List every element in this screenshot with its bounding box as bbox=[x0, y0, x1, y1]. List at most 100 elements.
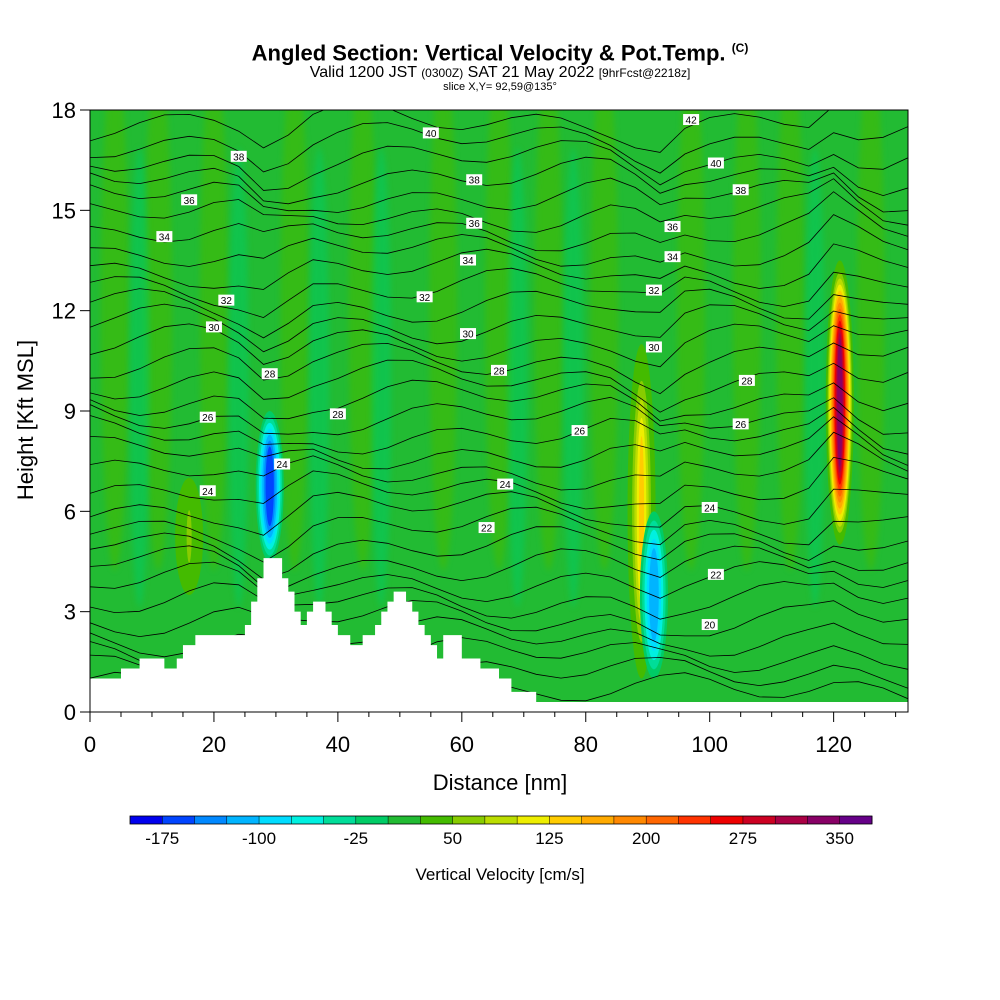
contour-label-text: 34 bbox=[667, 253, 679, 264]
contour-label-text: 32 bbox=[648, 286, 660, 297]
colorbar-swatch bbox=[646, 816, 679, 824]
colorbar-swatch bbox=[613, 816, 647, 824]
isentrope-line bbox=[90, 581, 908, 620]
chart-title-block: Angled Section: Vertical Velocity & Pot.… bbox=[0, 36, 1000, 94]
contour-label: 40 bbox=[422, 127, 439, 140]
y-tick-label: 12 bbox=[52, 299, 76, 324]
isentrope-line bbox=[90, 526, 908, 580]
contour-label-text: 24 bbox=[202, 487, 214, 498]
contour-label: 22 bbox=[707, 568, 724, 581]
contour-label-box bbox=[701, 619, 718, 631]
contour-label-box bbox=[738, 374, 755, 386]
forecast-label: [9hrFcst@2218z] bbox=[598, 66, 691, 81]
x-tick-label: 40 bbox=[326, 732, 350, 757]
isentrope-line bbox=[90, 303, 908, 353]
contour-label: 40 bbox=[707, 157, 724, 170]
contour-label-text: 30 bbox=[648, 343, 660, 354]
isentrope-line bbox=[90, 214, 908, 267]
contour-label: 36 bbox=[664, 221, 681, 234]
contour-label-box bbox=[466, 174, 483, 186]
terrain bbox=[90, 558, 908, 723]
isentrope-line bbox=[90, 288, 908, 339]
weak-updraft-streak bbox=[590, 110, 619, 571]
colorbar-tick-label: 200 bbox=[632, 829, 660, 848]
isentrope-line bbox=[90, 416, 908, 470]
contour-label: 24 bbox=[497, 478, 514, 491]
contour-label-box bbox=[181, 194, 198, 206]
weak-updraft-streak bbox=[199, 110, 228, 571]
isentrope-line bbox=[90, 506, 908, 563]
contour-label-box bbox=[645, 341, 662, 353]
contour-label-box bbox=[460, 328, 477, 340]
contour-label: 42 bbox=[683, 114, 700, 127]
weak-updraft-streak bbox=[280, 110, 309, 571]
contour-label-box bbox=[664, 221, 681, 233]
contour-label-box bbox=[645, 284, 662, 296]
colorbar-label: Vertical Velocity [cm/s] bbox=[415, 865, 584, 884]
contour-label: 36 bbox=[466, 217, 483, 230]
contour-label-text: 42 bbox=[686, 116, 698, 127]
colorbar-swatch bbox=[452, 816, 486, 824]
colorbar-swatch bbox=[259, 816, 292, 824]
weak-updraft-streak bbox=[534, 110, 563, 571]
contour-label-box bbox=[199, 485, 216, 497]
colorbar-swatch bbox=[420, 816, 454, 824]
contour-label-text: 38 bbox=[469, 176, 481, 187]
colorbar-tick-label: -100 bbox=[242, 829, 276, 848]
colorbar: -175 -100 -25 50 125 200 275 350 bbox=[129, 815, 873, 848]
isentrope-line bbox=[90, 172, 908, 213]
contour-label: 26 bbox=[732, 418, 749, 431]
contour-label-text: 28 bbox=[332, 410, 344, 421]
colorbar-tick-label: -25 bbox=[344, 829, 369, 848]
downdraft-core bbox=[267, 452, 273, 521]
contour-label: 38 bbox=[732, 184, 749, 197]
isentrope-line bbox=[90, 267, 908, 319]
colorbar-swatch bbox=[388, 816, 421, 824]
contour-label: 20 bbox=[701, 619, 718, 632]
contour-label: 34 bbox=[156, 231, 173, 244]
contour-label-text: 36 bbox=[469, 219, 481, 230]
colorbar-frame bbox=[129, 815, 873, 825]
contour-label: 24 bbox=[199, 485, 216, 498]
weak-updraft-streak bbox=[144, 110, 173, 571]
contour-label: 24 bbox=[274, 458, 291, 471]
weak-updraft-streak bbox=[776, 110, 805, 571]
weak-downdraft-streak bbox=[129, 147, 150, 608]
contour-label-box bbox=[261, 368, 278, 380]
isentrope-line bbox=[90, 488, 908, 536]
x-axis-label: Distance [nm] bbox=[433, 770, 568, 795]
contour-label-text: 20 bbox=[704, 621, 716, 632]
contour-label-box bbox=[156, 231, 173, 243]
contour-labels: 40 38 38 36 36 34 34 32 32 30 30 28 28 28 26 26 24 24 24 22… bbox=[156, 114, 755, 632]
y-tick-label: 6 bbox=[64, 499, 76, 524]
contour-label-text: 22 bbox=[481, 524, 493, 535]
isentrope-line bbox=[90, 396, 908, 436]
colorbar-swatch bbox=[484, 816, 518, 824]
isentrope-line bbox=[90, 110, 830, 153]
valid-zulu: (0300Z) bbox=[421, 66, 464, 81]
colorbar-swatch bbox=[355, 816, 389, 824]
colorbar-swatch bbox=[194, 816, 228, 824]
y-tick-label: 18 bbox=[52, 98, 76, 123]
isentrope-line bbox=[90, 243, 908, 290]
contour-label-text: 30 bbox=[208, 323, 220, 334]
contour-label-box bbox=[683, 114, 700, 126]
isentrope-line bbox=[90, 178, 908, 233]
contour-label-box bbox=[460, 254, 477, 266]
colorbar-swatch bbox=[742, 816, 776, 824]
valid-time: Valid 1200 JST (0300Z) SAT 21 May 2022 [… bbox=[0, 65, 1000, 81]
y-tick-label: 0 bbox=[64, 700, 76, 725]
colorbar-swatch bbox=[581, 816, 615, 824]
y-tick-label: 15 bbox=[52, 198, 76, 223]
contour-label-box bbox=[205, 321, 222, 333]
contour-label-text: 36 bbox=[667, 223, 679, 234]
contour-label-text: 34 bbox=[462, 256, 474, 267]
colorbar-swatch bbox=[291, 816, 325, 824]
contour-label-box bbox=[416, 291, 433, 303]
contour-label: 30 bbox=[205, 321, 222, 334]
contour-label-box bbox=[707, 157, 724, 169]
contour-label-box bbox=[491, 364, 507, 376]
chart-title-text: Angled Section: Vertical Velocity & Pot.… bbox=[251, 40, 726, 66]
contour-label-text: 28 bbox=[741, 376, 753, 387]
